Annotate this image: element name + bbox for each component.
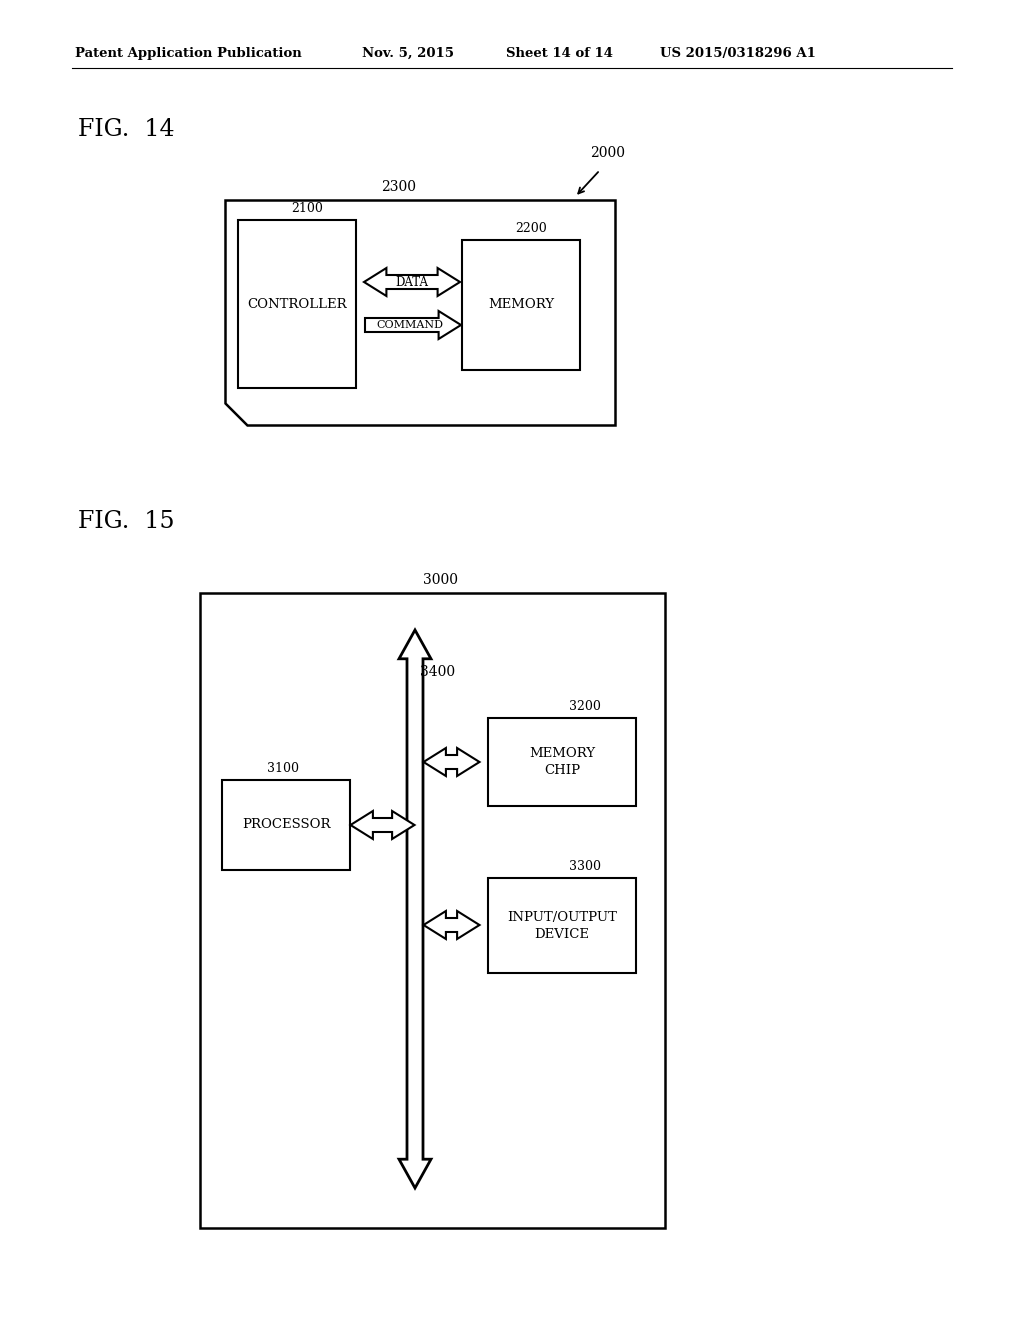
Polygon shape bbox=[350, 810, 415, 840]
Text: CONTROLLER: CONTROLLER bbox=[247, 297, 347, 310]
Text: DATA: DATA bbox=[395, 276, 428, 289]
Polygon shape bbox=[364, 268, 460, 296]
Text: COMMAND: COMMAND bbox=[377, 319, 443, 330]
Text: FIG.  14: FIG. 14 bbox=[78, 117, 175, 141]
Text: 3300: 3300 bbox=[569, 861, 601, 873]
Polygon shape bbox=[399, 630, 431, 1188]
Text: Patent Application Publication: Patent Application Publication bbox=[75, 48, 302, 59]
Bar bbox=[200, 593, 665, 1228]
Text: US 2015/0318296 A1: US 2015/0318296 A1 bbox=[660, 48, 816, 59]
Bar bbox=[488, 718, 636, 807]
Text: 3100: 3100 bbox=[267, 762, 299, 775]
Text: 2200: 2200 bbox=[515, 222, 547, 235]
Polygon shape bbox=[225, 201, 615, 425]
Bar bbox=[238, 220, 356, 388]
Bar bbox=[222, 780, 350, 870]
Bar bbox=[488, 878, 636, 973]
Text: MEMORY
CHIP: MEMORY CHIP bbox=[529, 747, 595, 777]
Text: Sheet 14 of 14: Sheet 14 of 14 bbox=[506, 48, 613, 59]
Text: INPUT/OUTPUT
DEVICE: INPUT/OUTPUT DEVICE bbox=[507, 911, 616, 940]
Polygon shape bbox=[424, 748, 479, 776]
Text: PROCESSOR: PROCESSOR bbox=[242, 818, 331, 832]
Text: Nov. 5, 2015: Nov. 5, 2015 bbox=[362, 48, 454, 59]
Polygon shape bbox=[365, 312, 461, 339]
Text: 2100: 2100 bbox=[291, 202, 323, 215]
Polygon shape bbox=[424, 911, 479, 939]
Text: 3000: 3000 bbox=[423, 573, 458, 587]
Text: 3400: 3400 bbox=[420, 665, 455, 678]
Text: 3200: 3200 bbox=[569, 700, 601, 713]
Text: MEMORY: MEMORY bbox=[488, 298, 554, 312]
Text: FIG.  15: FIG. 15 bbox=[78, 510, 174, 533]
Text: 2300: 2300 bbox=[381, 180, 416, 194]
Bar bbox=[462, 240, 580, 370]
Text: 2000: 2000 bbox=[590, 147, 625, 160]
